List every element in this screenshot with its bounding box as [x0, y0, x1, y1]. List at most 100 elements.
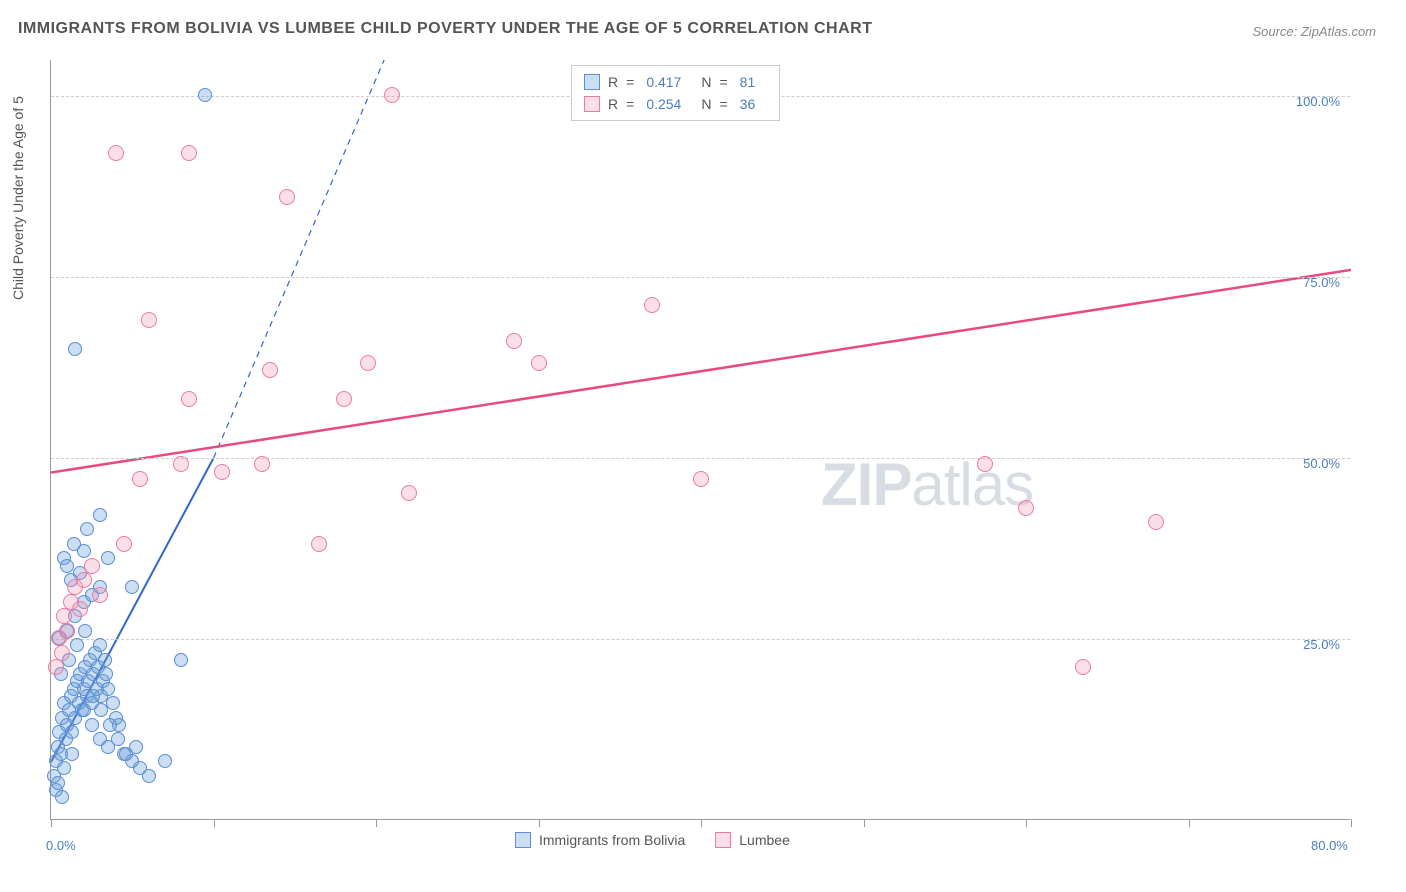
legend-swatch-bottom-1: [715, 832, 731, 848]
scatter-point: [98, 653, 112, 667]
scatter-point: [80, 522, 94, 536]
scatter-point: [977, 456, 993, 472]
scatter-point: [181, 391, 197, 407]
scatter-point: [59, 623, 75, 639]
watermark-bold: ZIP: [821, 451, 911, 518]
scatter-point: [76, 572, 92, 588]
scatter-point: [57, 761, 71, 775]
scatter-point: [311, 536, 327, 552]
legend-label-1: Lumbee: [739, 832, 790, 848]
x-tick: [51, 819, 52, 827]
scatter-point: [72, 601, 88, 617]
x-tick: [1189, 819, 1190, 827]
x-axis-label: 0.0%: [46, 838, 76, 853]
scatter-point: [174, 653, 188, 667]
legend-swatch-series-0: [584, 74, 600, 90]
y-axis-label: 25.0%: [1303, 637, 1340, 652]
legend-n-value-0: 81: [740, 74, 756, 90]
scatter-point: [68, 342, 82, 356]
scatter-point: [262, 362, 278, 378]
scatter-point: [125, 580, 139, 594]
legend-swatch-bottom-0: [515, 832, 531, 848]
x-tick: [701, 819, 702, 827]
scatter-point: [92, 587, 108, 603]
scatter-point: [93, 508, 107, 522]
legend-eq: =: [719, 74, 727, 90]
legend-item-series-0: Immigrants from Bolivia: [515, 832, 685, 848]
legend-r-label: R: [608, 74, 618, 90]
legend-eq: =: [626, 74, 634, 90]
scatter-point: [181, 145, 197, 161]
scatter-point: [360, 355, 376, 371]
plot-region: ZIPatlas R = 0.417 N = 81 R = 0.254 N = …: [50, 60, 1350, 820]
scatter-point: [116, 536, 132, 552]
scatter-point: [78, 624, 92, 638]
scatter-point: [158, 754, 172, 768]
scatter-point: [1148, 514, 1164, 530]
scatter-point: [644, 297, 660, 313]
scatter-point: [65, 725, 79, 739]
legend-correlation: R = 0.417 N = 81 R = 0.254 N = 36: [571, 65, 780, 121]
legend-row-series-0: R = 0.417 N = 81: [584, 71, 767, 93]
x-tick: [1026, 819, 1027, 827]
chart-title: IMMIGRANTS FROM BOLIVIA VS LUMBEE CHILD …: [18, 20, 872, 38]
gridline-horizontal: [51, 277, 1350, 278]
scatter-point: [1018, 500, 1034, 516]
scatter-point: [48, 659, 64, 675]
x-axis-label: 80.0%: [1311, 838, 1348, 853]
scatter-point: [132, 471, 148, 487]
scatter-point: [279, 189, 295, 205]
trendlines-layer: [51, 60, 1351, 820]
gridline-horizontal: [51, 639, 1350, 640]
x-tick: [376, 819, 377, 827]
chart-area: ZIPatlas R = 0.417 N = 81 R = 0.254 N = …: [50, 60, 1350, 820]
scatter-point: [108, 145, 124, 161]
scatter-point: [65, 747, 79, 761]
scatter-point: [531, 355, 547, 371]
scatter-point: [93, 638, 107, 652]
legend-label-0: Immigrants from Bolivia: [539, 832, 685, 848]
scatter-point: [119, 747, 133, 761]
trendline: [51, 270, 1351, 473]
scatter-point: [77, 544, 91, 558]
scatter-point: [401, 485, 417, 501]
scatter-point: [142, 769, 156, 783]
scatter-point: [336, 391, 352, 407]
source-attribution: Source: ZipAtlas.com: [1252, 24, 1376, 39]
legend-r-value-0: 0.417: [646, 74, 681, 90]
y-axis-title: Child Poverty Under the Age of 5: [10, 96, 26, 300]
scatter-point: [693, 471, 709, 487]
legend-r-label: R: [608, 96, 618, 112]
legend-row-series-1: R = 0.254 N = 36: [584, 93, 767, 115]
legend-swatch-series-1: [584, 96, 600, 112]
scatter-point: [103, 718, 117, 732]
scatter-point: [1075, 659, 1091, 675]
scatter-point: [141, 312, 157, 328]
scatter-point: [99, 667, 113, 681]
legend-n-label: N: [701, 74, 711, 90]
watermark-light: atlas: [911, 451, 1033, 518]
scatter-point: [506, 333, 522, 349]
scatter-point: [101, 682, 115, 696]
legend-eq: =: [719, 96, 727, 112]
scatter-point: [60, 559, 74, 573]
legend-r-value-1: 0.254: [646, 96, 681, 112]
gridline-horizontal: [51, 458, 1350, 459]
scatter-point: [254, 456, 270, 472]
scatter-point: [77, 703, 91, 717]
watermark: ZIPatlas: [821, 450, 1033, 519]
y-axis-label: 100.0%: [1296, 94, 1340, 109]
legend-eq: =: [626, 96, 634, 112]
scatter-point: [214, 464, 230, 480]
x-tick: [864, 819, 865, 827]
scatter-point: [94, 703, 108, 717]
trendline-extrapolation: [214, 60, 385, 458]
x-tick: [1351, 819, 1352, 827]
x-tick: [214, 819, 215, 827]
legend-n-label: N: [701, 96, 711, 112]
legend-item-series-1: Lumbee: [715, 832, 790, 848]
y-axis-label: 75.0%: [1303, 275, 1340, 290]
scatter-point: [51, 776, 65, 790]
scatter-point: [101, 551, 115, 565]
legend-n-value-1: 36: [740, 96, 756, 112]
